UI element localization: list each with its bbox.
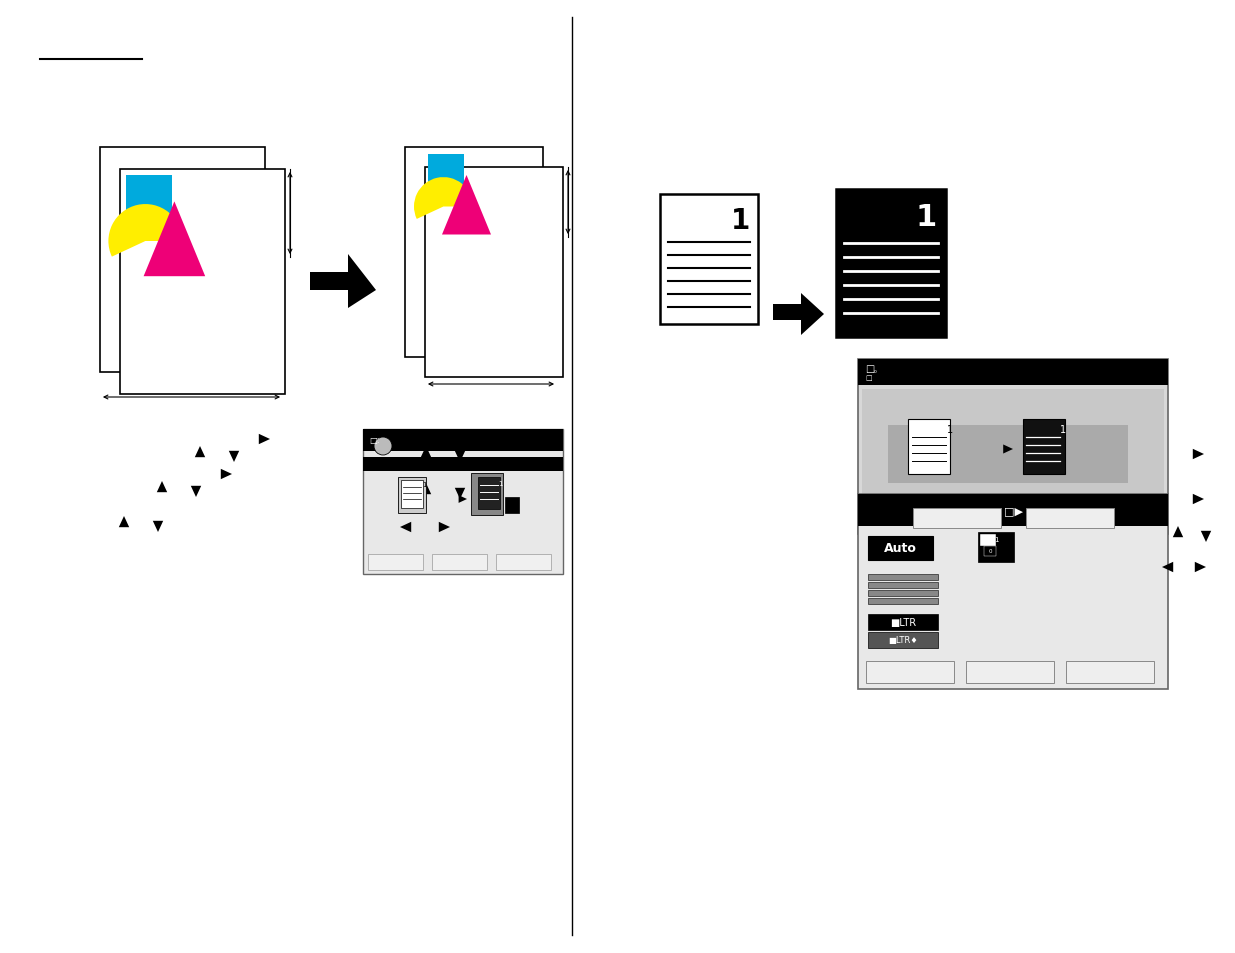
Polygon shape — [1173, 526, 1183, 537]
Bar — [478, 477, 500, 510]
Polygon shape — [195, 447, 205, 457]
Bar — [868, 537, 932, 560]
Bar — [363, 457, 563, 472]
Bar — [868, 582, 939, 588]
Bar — [401, 480, 424, 509]
Polygon shape — [1162, 562, 1173, 573]
Bar — [984, 546, 995, 557]
Bar — [425, 168, 563, 377]
Bar — [981, 535, 995, 546]
Bar — [862, 390, 1165, 510]
Text: ⁰: ⁰ — [874, 371, 877, 376]
Polygon shape — [1193, 449, 1204, 459]
Text: 1: 1 — [994, 537, 998, 542]
Text: □: □ — [864, 375, 872, 380]
Bar — [1066, 661, 1153, 683]
Bar — [966, 661, 1053, 683]
Bar — [978, 533, 1014, 562]
Polygon shape — [1003, 445, 1013, 454]
Bar — [908, 419, 950, 475]
Text: □▶: □▶ — [1004, 505, 1023, 516]
Bar — [858, 495, 1168, 526]
Text: 1: 1 — [730, 207, 750, 234]
Bar — [858, 359, 1168, 535]
Polygon shape — [421, 447, 431, 457]
Bar — [858, 495, 1168, 689]
Bar — [913, 509, 1002, 529]
Bar — [868, 615, 939, 630]
Polygon shape — [259, 435, 270, 445]
Polygon shape — [119, 517, 130, 528]
Polygon shape — [454, 452, 466, 462]
Polygon shape — [157, 481, 167, 493]
Text: 1: 1 — [422, 481, 426, 488]
Bar — [471, 474, 503, 516]
Polygon shape — [1200, 531, 1212, 542]
Bar — [868, 633, 939, 648]
Bar — [429, 154, 464, 200]
Bar — [120, 170, 285, 395]
Bar — [505, 497, 519, 514]
Bar — [126, 175, 172, 233]
Text: □:: □: — [369, 436, 379, 445]
Text: Auto: Auto — [883, 542, 916, 555]
Bar — [100, 148, 266, 373]
Circle shape — [374, 437, 391, 456]
Bar — [836, 190, 946, 337]
Polygon shape — [348, 254, 375, 309]
Bar — [866, 661, 953, 683]
Bar — [405, 148, 543, 357]
Bar — [858, 359, 1168, 386]
Bar — [368, 555, 424, 571]
Polygon shape — [153, 521, 163, 533]
Text: 1: 1 — [1060, 424, 1066, 435]
Text: ■LTR♦: ■LTR♦ — [888, 636, 918, 645]
Polygon shape — [143, 202, 205, 277]
Bar — [868, 590, 939, 597]
Polygon shape — [190, 486, 201, 497]
Polygon shape — [1194, 562, 1207, 573]
Bar — [432, 555, 487, 571]
Polygon shape — [454, 488, 466, 499]
Bar — [496, 555, 551, 571]
Polygon shape — [802, 294, 824, 335]
Polygon shape — [1193, 495, 1204, 505]
Bar — [659, 194, 758, 325]
Polygon shape — [438, 522, 450, 533]
Bar — [363, 430, 563, 575]
Bar — [1023, 419, 1065, 475]
Bar — [773, 305, 802, 320]
Bar — [888, 426, 1128, 483]
Text: 1: 1 — [915, 203, 936, 233]
Polygon shape — [400, 522, 411, 533]
Polygon shape — [442, 175, 492, 235]
Polygon shape — [421, 483, 431, 495]
Wedge shape — [414, 178, 473, 220]
Bar — [1026, 509, 1114, 529]
Text: 1: 1 — [498, 480, 503, 486]
Polygon shape — [487, 435, 498, 445]
Polygon shape — [221, 469, 232, 479]
Polygon shape — [458, 496, 467, 503]
Text: 0: 0 — [988, 549, 992, 554]
Wedge shape — [109, 205, 183, 257]
Text: 1: 1 — [947, 424, 953, 435]
Bar — [868, 575, 939, 580]
Bar — [868, 598, 939, 604]
Bar — [363, 430, 563, 452]
Bar — [398, 477, 426, 514]
Text: □: □ — [864, 364, 874, 374]
Bar — [310, 273, 348, 291]
Polygon shape — [228, 452, 240, 462]
Text: ■LTR: ■LTR — [890, 618, 916, 627]
